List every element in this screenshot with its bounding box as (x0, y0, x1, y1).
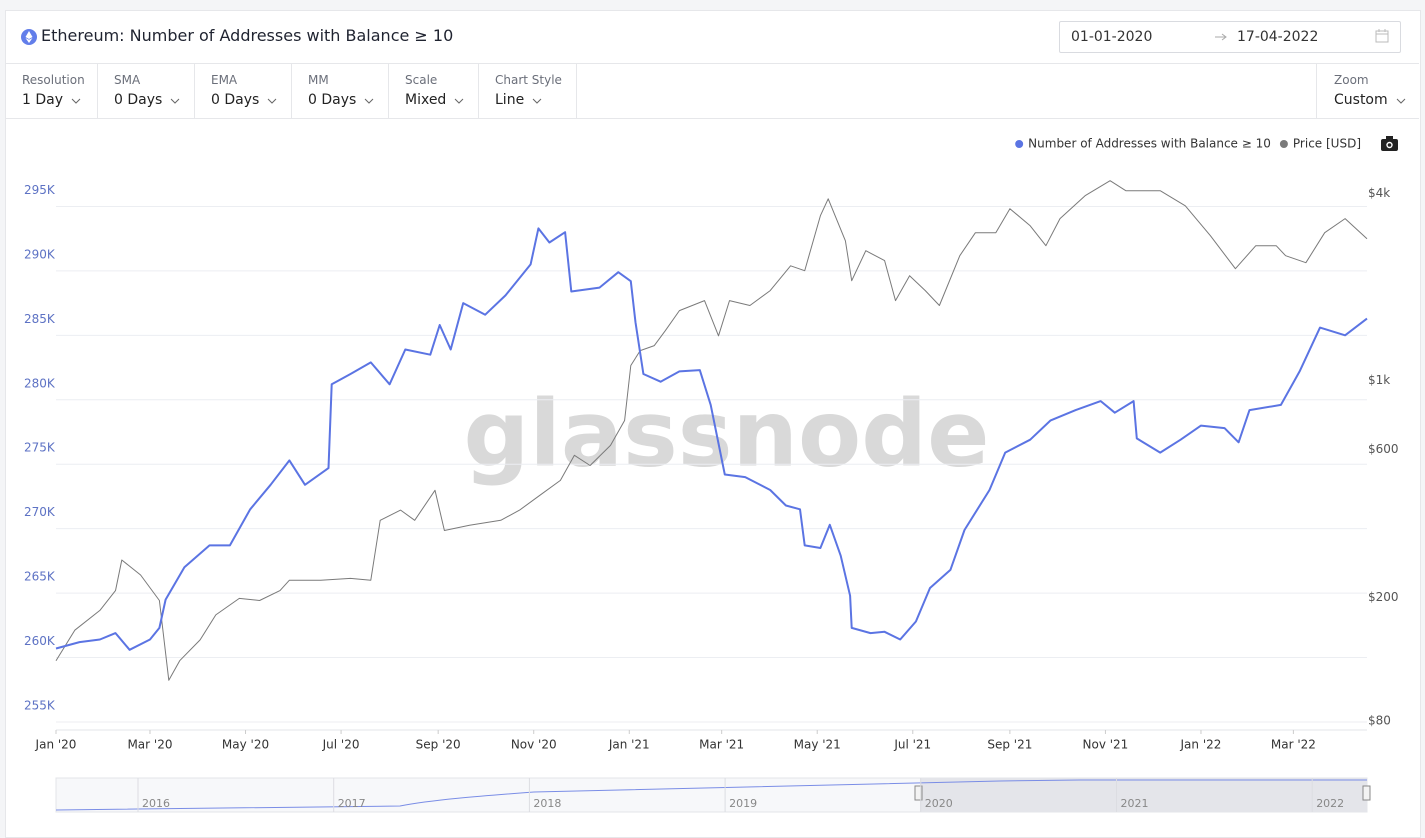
navigator-selection[interactable] (920, 778, 1367, 812)
x-tick-label: May '21 (794, 738, 841, 752)
dropdown[interactable]: EMA 0 Days (194, 64, 292, 118)
chevron (1396, 98, 1406, 104)
navigator-label: 2022 (1316, 797, 1344, 810)
x-tick-label: Sep '21 (987, 738, 1032, 752)
chevron (170, 98, 180, 104)
x-tick-label: Mar '21 (699, 738, 744, 752)
dropdown-value: Custom (1334, 92, 1388, 108)
legend-label: Number of Addresses with Balance ≥ 10 (1028, 137, 1271, 151)
chevron (454, 98, 464, 104)
y2-tick-label: $600 (1368, 442, 1399, 456)
dropdown-value: 1 Day (22, 92, 64, 108)
dropdown-label: MM (308, 73, 329, 87)
dropdown[interactable]: Resolution 1 Day (5, 64, 98, 118)
panel (5, 10, 1421, 838)
y2-tick-label: $200 (1368, 590, 1399, 604)
dropdown-value: Mixed (405, 92, 447, 108)
arrow-icon (1215, 33, 1227, 41)
dropdown-value: 0 Days (114, 92, 163, 108)
chart: glassnode 255K 260K 265K 270K 275K 280K 285K 290… (24, 136, 1399, 813)
y-tick-label: 255K (24, 699, 56, 713)
y-tick-label: 290K (24, 247, 56, 261)
series-line (55, 227, 1368, 651)
navigator-label: 2017 (338, 797, 366, 810)
navigator-label: 2020 (925, 797, 953, 810)
legend-label: Price [USD] (1293, 137, 1361, 151)
x-tick-label: May '20 (222, 738, 269, 752)
navigator-label: 2021 (1121, 797, 1149, 810)
chevron (71, 98, 81, 104)
x-tick-label: Jan '22 (1180, 738, 1222, 752)
end-date[interactable]: 17-04-2022 (1237, 29, 1319, 45)
dropdown-label: SMA (114, 73, 141, 87)
x-tick-label: Sep '20 (416, 738, 461, 752)
x-tick-label: Jul '20 (322, 738, 360, 752)
start-date[interactable]: 01-01-2020 (1071, 29, 1153, 45)
x-tick-label: Mar '20 (127, 738, 172, 752)
page-title: Ethereum: Number of Addresses with Balan… (41, 26, 454, 45)
x-tick-label: Jan '21 (608, 738, 650, 752)
date-range-picker[interactable]: 01-01-2020 17-04-2022 (1059, 21, 1401, 53)
zoom-dropdown[interactable]: Zoom Custom (1316, 64, 1420, 118)
dropdown[interactable]: Chart Style Line (478, 64, 577, 118)
navigator-handle[interactable] (914, 785, 923, 801)
x-tick-label: Jan '20 (35, 738, 77, 752)
navigator-handle[interactable] (1362, 785, 1371, 801)
chevron (267, 98, 277, 104)
y-tick-label: 270K (24, 505, 56, 519)
y-tick-label: 260K (24, 634, 56, 648)
dropdown-label: Chart Style (495, 73, 562, 87)
legend-marker (1015, 140, 1024, 148)
dropdown-value: 0 Days (308, 92, 357, 108)
x-tick-label: Jul '21 (893, 738, 931, 752)
y2-tick-label: $4k (1368, 186, 1390, 200)
navigator-label: 2018 (533, 797, 561, 810)
x-tick-label: Mar '22 (1271, 738, 1316, 752)
dropdown-label: Scale (405, 73, 438, 87)
series-line (55, 180, 1368, 681)
navigator-label: 2016 (142, 797, 170, 810)
chevron (364, 98, 374, 104)
dropdown[interactable]: MM 0 Days (291, 64, 389, 118)
legend-marker (1279, 140, 1288, 148)
dropdown[interactable]: SMA 0 Days (97, 64, 195, 118)
camera-icon[interactable] (1381, 136, 1398, 151)
y2-tick-label: $1k (1368, 373, 1390, 387)
calendar-icon (1375, 29, 1389, 43)
dropdown-value: Line (495, 92, 525, 108)
y-tick-label: 265K (24, 570, 56, 584)
y-tick-label: 285K (24, 312, 56, 326)
y-tick-label: 280K (24, 376, 56, 390)
y2-tick-label: $80 (1368, 714, 1391, 728)
watermark: glassnode (464, 380, 990, 487)
dropdown-value: 0 Days (211, 92, 260, 108)
chevron (532, 98, 542, 104)
eth-icon (21, 29, 37, 45)
dropdown[interactable]: Scale Mixed (388, 64, 479, 118)
x-tick-label: Nov '21 (1083, 738, 1129, 752)
toolbar: Resolution 1 Day SMA 0 Days EMA 0 Days MM 0 Day… (5, 63, 1419, 119)
y-tick-label: 295K (24, 183, 56, 197)
y-tick-label: 275K (24, 441, 56, 455)
dropdown-label: EMA (211, 73, 238, 87)
dropdown-label: Zoom (1334, 73, 1369, 87)
x-tick-label: Nov '20 (511, 738, 557, 752)
navigator-label: 2019 (729, 797, 757, 810)
dropdown-label: Resolution (22, 73, 85, 87)
